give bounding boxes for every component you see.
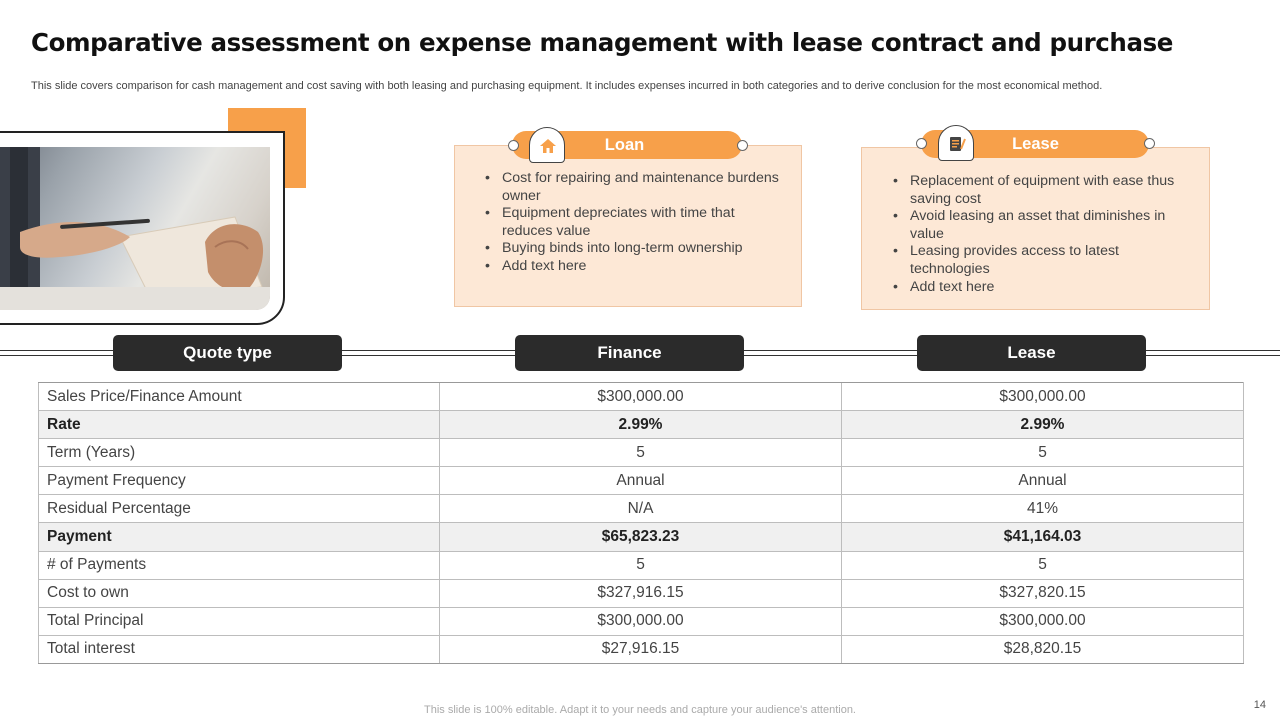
footer-note: This slide is 100% editable. Adapt it to… [424, 704, 856, 716]
lease-pill-left-dot [916, 138, 927, 149]
loan-icon-badge [529, 127, 565, 163]
row-label: Rate [38, 410, 440, 440]
list-item: Avoid leasing an asset that diminishes i… [890, 208, 1189, 243]
row-label: Payment [38, 522, 440, 552]
row-label: # of Payments [38, 550, 440, 580]
list-item: Buying binds into long-term ownership [482, 240, 781, 258]
slide-subtitle: This slide covers comparison for cash ma… [31, 80, 1103, 92]
lease-bullet-list: Replacement of equipment with ease thus … [890, 173, 1189, 296]
finance-value: 5 [439, 550, 842, 580]
lease-value: $327,820.15 [841, 578, 1244, 608]
house-icon [540, 139, 556, 153]
contract-icon [950, 137, 966, 151]
comparison-table: Sales Price/Finance Amount $300,000.00 $… [38, 381, 1244, 664]
table-row: Sales Price/Finance Amount $300,000.00 $… [38, 381, 1244, 412]
lease-value: 5 [841, 438, 1244, 468]
handshake-photo [0, 147, 270, 310]
loan-card: Cost for repairing and maintenance burde… [454, 145, 802, 307]
finance-value: $300,000.00 [439, 381, 842, 412]
list-item: Leasing provides access to latest techno… [890, 243, 1189, 278]
list-item: Add text here [482, 258, 781, 276]
loan-label: Loan [604, 136, 645, 154]
lease-value: $28,820.15 [841, 634, 1244, 664]
lease-value: 2.99% [841, 410, 1244, 440]
table-row: Total interest $27,916.15 $28,820.15 [38, 634, 1244, 664]
loan-pill-right-dot [737, 140, 748, 151]
table-row: Cost to own $327,916.15 $327,820.15 [38, 578, 1244, 608]
lease-value: 41% [841, 494, 1244, 524]
lease-value: $41,164.03 [841, 522, 1244, 552]
slide-title: Comparative assessment on expense manage… [31, 28, 1174, 57]
table-row: # of Payments 5 5 [38, 550, 1244, 580]
row-label: Total interest [38, 634, 440, 664]
finance-value: $65,823.23 [439, 522, 842, 552]
list-item: Add text here [890, 279, 1189, 297]
lease-value: $300,000.00 [841, 381, 1244, 412]
table-row: Payment $65,823.23 $41,164.03 [38, 522, 1244, 552]
table-row: Payment Frequency Annual Annual [38, 466, 1244, 496]
lease-value: 5 [841, 550, 1244, 580]
list-item: Cost for repairing and maintenance burde… [482, 170, 781, 205]
finance-value: N/A [439, 494, 842, 524]
loan-bullet-list: Cost for repairing and maintenance burde… [482, 170, 781, 276]
lease-label: Lease [1012, 135, 1059, 153]
row-label: Total Principal [38, 606, 440, 636]
finance-value: $300,000.00 [439, 606, 842, 636]
row-label: Residual Percentage [38, 494, 440, 524]
list-item: Replacement of equipment with ease thus … [890, 173, 1189, 208]
lease-pill-right-dot [1144, 138, 1155, 149]
finance-value: 5 [439, 438, 842, 468]
table-row: Term (Years) 5 5 [38, 438, 1244, 468]
loan-pill-left-dot [508, 140, 519, 151]
header-lease: Lease [917, 335, 1146, 371]
business-meeting-illustration [0, 147, 270, 310]
row-label: Term (Years) [38, 438, 440, 468]
lease-icon-badge [938, 125, 974, 161]
table-row: Residual Percentage N/A 41% [38, 494, 1244, 524]
lease-value: $300,000.00 [841, 606, 1244, 636]
finance-value: Annual [439, 466, 842, 496]
table-row: Rate 2.99% 2.99% [38, 410, 1244, 440]
header-quote-type: Quote type [113, 335, 342, 371]
finance-value: $27,916.15 [439, 634, 842, 664]
row-label: Sales Price/Finance Amount [38, 381, 440, 412]
finance-value: 2.99% [439, 410, 842, 440]
header-finance: Finance [515, 335, 744, 371]
row-label: Payment Frequency [38, 466, 440, 496]
row-label: Cost to own [38, 578, 440, 608]
lease-card: Replacement of equipment with ease thus … [861, 147, 1210, 310]
lease-value: Annual [841, 466, 1244, 496]
page-number: 14 [1253, 699, 1266, 711]
list-item: Equipment depreciates with time that red… [482, 205, 781, 240]
finance-value: $327,916.15 [439, 578, 842, 608]
table-row: Total Principal $300,000.00 $300,000.00 [38, 606, 1244, 636]
